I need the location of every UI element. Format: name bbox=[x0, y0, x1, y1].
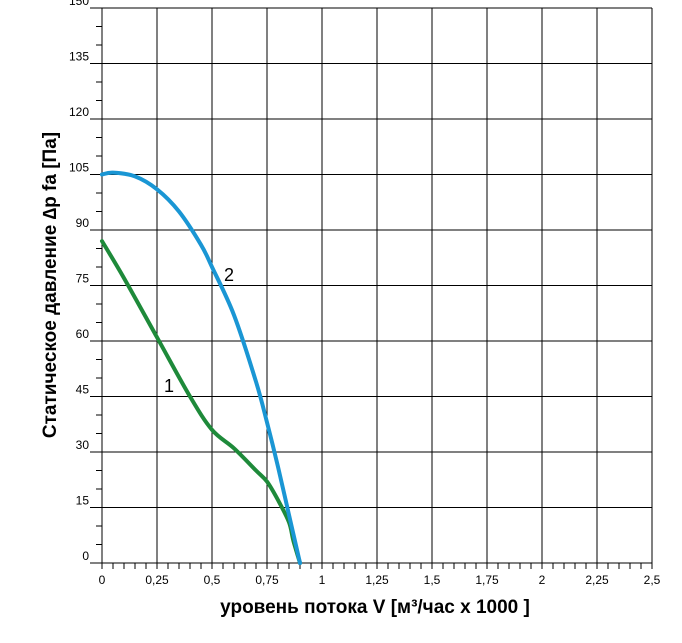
x-tick-label: 0 bbox=[99, 573, 106, 587]
x-tick-label: 2 bbox=[539, 573, 546, 587]
y-tick-label: 135 bbox=[69, 50, 89, 64]
grid bbox=[101, 7, 653, 564]
y-tick-label: 120 bbox=[69, 105, 89, 119]
series-line-1 bbox=[100, 239, 302, 565]
x-tick-label: 1 bbox=[319, 573, 326, 587]
x-tick-label: 0,75 bbox=[255, 573, 279, 587]
y-tick-label: 90 bbox=[76, 216, 90, 230]
series-group bbox=[100, 170, 302, 565]
y-tick-label: 30 bbox=[76, 438, 90, 452]
x-tick-label: 2,5 bbox=[644, 573, 661, 587]
y-axis-label: Статическое давление ∆p fa [Па] bbox=[40, 132, 61, 438]
x-tick-label: 1,5 bbox=[424, 573, 441, 587]
y-tick-label: 45 bbox=[76, 383, 90, 397]
x-tick-label: 2,25 bbox=[585, 573, 609, 587]
y-tick-label: 0 bbox=[82, 549, 89, 563]
series-line-2 bbox=[100, 170, 302, 565]
series-label-1: 1 bbox=[164, 376, 174, 396]
y-tick-label: 150 bbox=[69, 0, 89, 8]
series-label-2: 2 bbox=[224, 265, 234, 285]
x-axis-label: уровень потока V [м³/час x 1000 ] bbox=[220, 597, 530, 618]
x-tick-label: 0,5 bbox=[204, 573, 221, 587]
x-tick-label: 1,25 bbox=[365, 573, 389, 587]
ticks bbox=[90, 7, 653, 569]
y-tick-label: 60 bbox=[76, 327, 90, 341]
x-tick-label: 0,25 bbox=[145, 573, 169, 587]
x-tick-label: 1,75 bbox=[475, 573, 499, 587]
y-tick-label: 75 bbox=[76, 272, 90, 286]
y-tick-label: 105 bbox=[69, 161, 89, 175]
y-tick-label: 15 bbox=[76, 494, 90, 508]
tick-labels: 0 0,25 0,5 0,75 1 1,25 1,5 1,75 2 2,25 2,5 0 15 30 45 6… bbox=[69, 0, 661, 587]
